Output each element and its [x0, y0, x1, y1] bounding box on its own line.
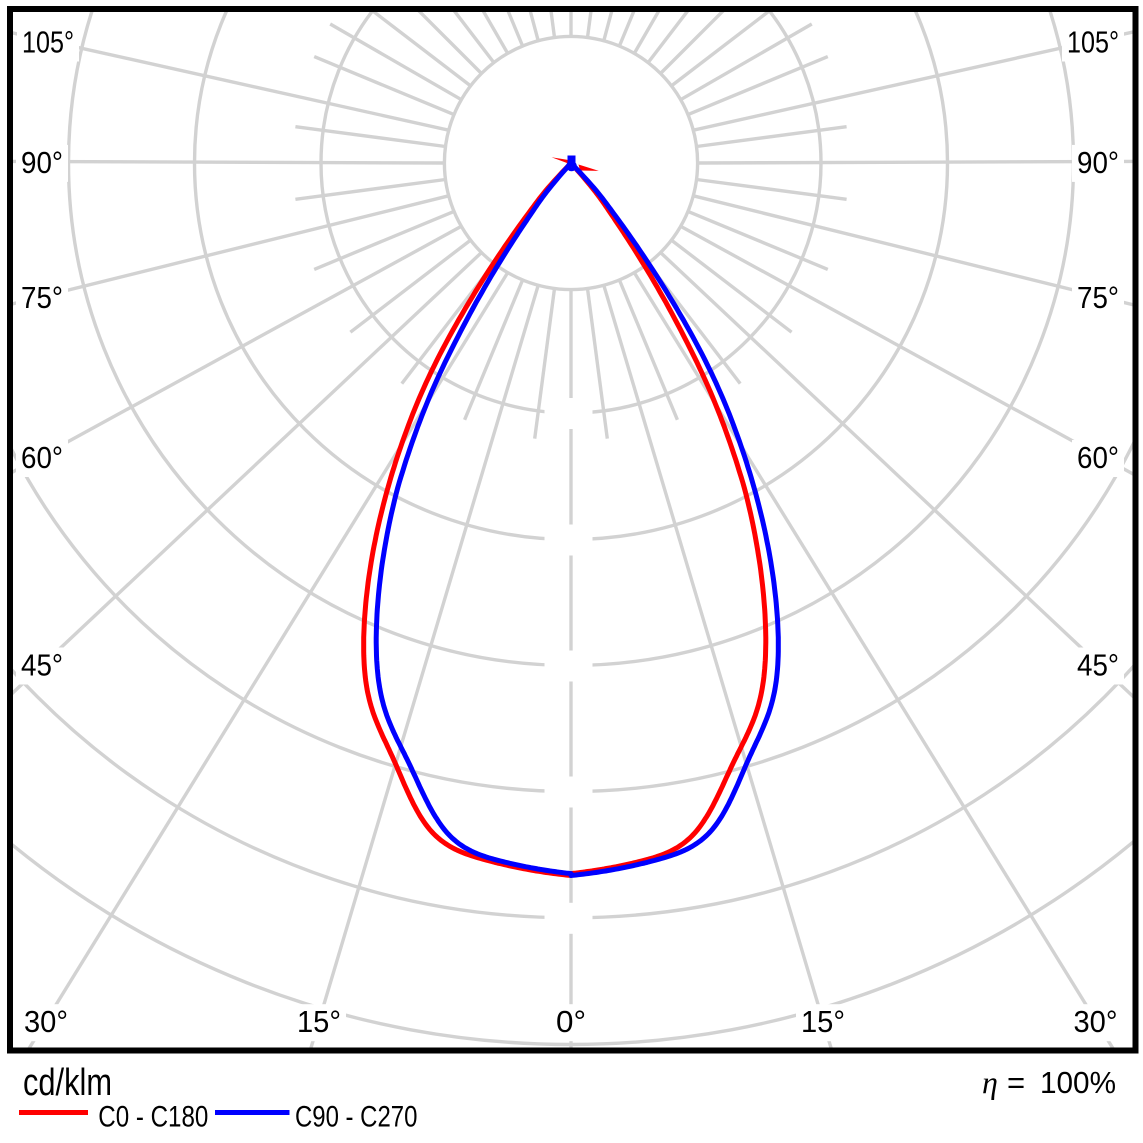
svg-text:15°: 15° — [801, 1004, 845, 1039]
svg-text:60°: 60° — [1077, 440, 1119, 475]
svg-text:75°: 75° — [21, 280, 63, 315]
svg-text:90°: 90° — [21, 145, 63, 180]
svg-text:30°: 30° — [1074, 1004, 1118, 1039]
svg-text:45°: 45° — [21, 648, 63, 683]
svg-text:45°: 45° — [1077, 648, 1119, 683]
svg-text:15°: 15° — [297, 1004, 341, 1039]
svg-text:C0 - C180: C0 - C180 — [98, 1101, 208, 1134]
svg-text:0°: 0° — [556, 1004, 586, 1039]
svg-text:90°: 90° — [1077, 145, 1119, 180]
svg-text:75°: 75° — [1077, 280, 1119, 315]
svg-text:30°: 30° — [24, 1004, 68, 1039]
svg-text:=: = — [1007, 1065, 1025, 1100]
svg-text:cd/klm: cd/klm — [23, 1062, 112, 1104]
svg-text:105°: 105° — [22, 25, 74, 60]
svg-text:105°: 105° — [1067, 25, 1119, 60]
svg-text:η: η — [982, 1064, 998, 1100]
svg-text:60°: 60° — [21, 440, 63, 475]
svg-text:100%: 100% — [1040, 1065, 1116, 1100]
svg-text:C90 - C270: C90 - C270 — [295, 1101, 417, 1134]
